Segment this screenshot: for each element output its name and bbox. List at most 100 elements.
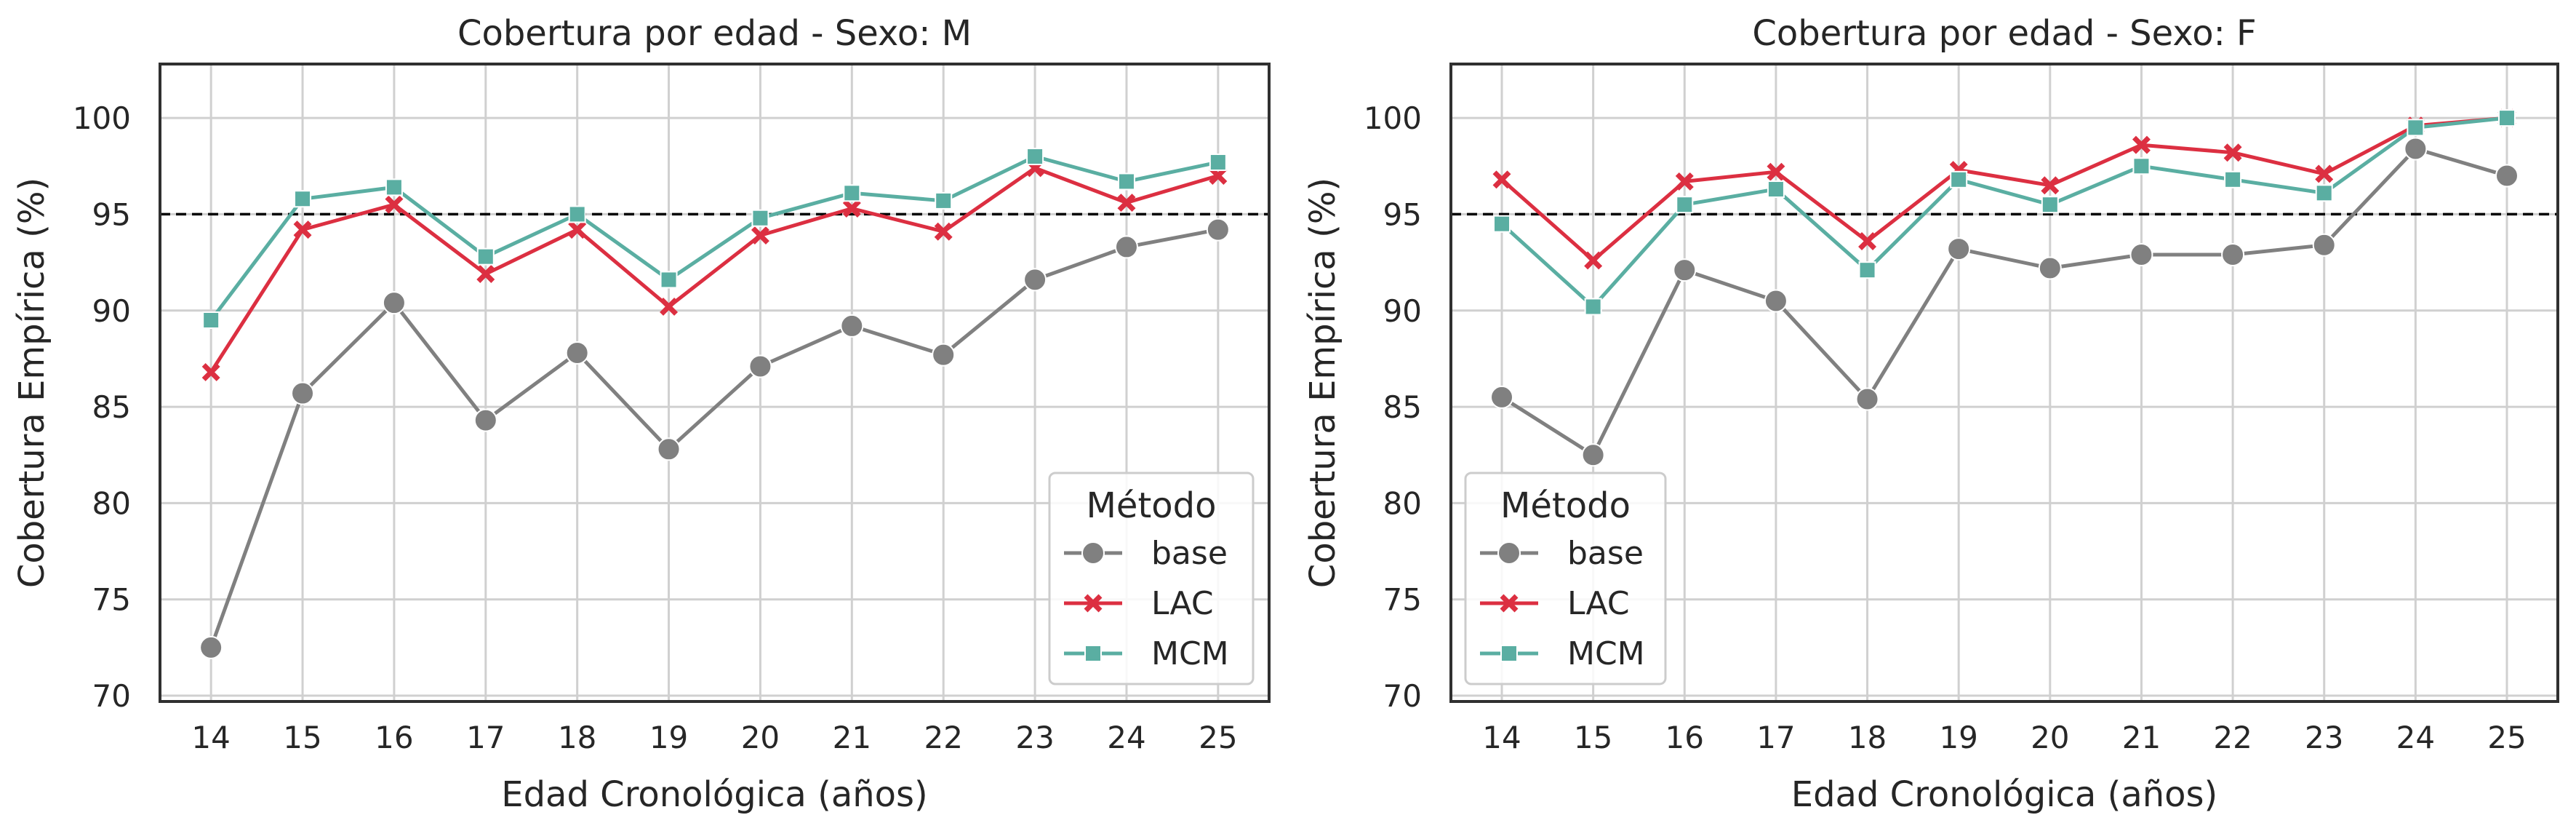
data-point-mcm: [660, 271, 678, 289]
x-tick-label: 20: [2031, 720, 2069, 755]
legend-label: MCM: [1567, 635, 1645, 672]
x-tick-label: 14: [191, 720, 230, 755]
data-point-mcm: [2224, 170, 2242, 188]
chart-title: Cobertura por edad - Sexo: F: [1752, 13, 2256, 54]
data-point-base: [1855, 387, 1879, 411]
data-point-base: [565, 341, 589, 365]
legend: Método base LAC MCM: [1048, 472, 1255, 685]
data-point-lac: [1858, 232, 1877, 250]
legend-item-base: base: [1064, 535, 1228, 572]
x-tick-label: 14: [1482, 720, 1521, 755]
x-tick-label: 20: [741, 720, 780, 755]
legend-item-mcm: MCM: [1064, 635, 1229, 672]
legend-item-base: base: [1480, 535, 1644, 572]
x-axis-label: Edad Cronológica (años): [501, 774, 928, 815]
data-point-base: [840, 314, 864, 338]
data-point-base: [2312, 233, 2336, 257]
data-point-mcm: [2407, 119, 2425, 137]
series-line-mcm: [1500, 116, 2508, 309]
y-tick-label: 100: [73, 100, 131, 136]
data-point-mcm: [294, 190, 312, 208]
y-tick-label: 90: [92, 293, 131, 329]
series-line-base: [1500, 146, 2508, 457]
data-point-base: [1673, 258, 1697, 282]
data-point-lac: [2315, 164, 2334, 183]
x-tick-label: 22: [924, 720, 962, 755]
legend-label: MCM: [1151, 635, 1229, 672]
data-point-lac: [1767, 162, 1785, 181]
x-tick-label: 21: [2122, 720, 2161, 755]
data-point-lac: [293, 220, 312, 239]
y-tick-label: 80: [1383, 485, 1422, 521]
series-line-mcm: [209, 154, 1219, 322]
chart-panel-2: 14 15 16 17 18 19 20 21 22 23 24 25 70 75 80 85 90 95 100 C…: [1303, 13, 2559, 815]
legend-marker: [1081, 541, 1105, 565]
data-point-mcm: [2041, 196, 2059, 214]
legend: Método base LAC MCM: [1464, 472, 1667, 685]
data-point-mcm: [1117, 172, 1135, 191]
legend-label: LAC: [1151, 585, 1214, 622]
data-point-base: [657, 437, 681, 461]
data-point-lac: [1492, 170, 1511, 189]
y-axis-label: Cobertura Empírica (%): [1303, 178, 1343, 588]
y-tick-label: 90: [1383, 293, 1422, 329]
x-tick-label: 15: [283, 720, 321, 755]
y-tick-label: 85: [92, 389, 131, 425]
series-line-lac: [209, 166, 1219, 373]
x-tick-label: 17: [466, 720, 505, 755]
y-tick-label: 80: [92, 485, 131, 521]
y-tick-label: 85: [1383, 389, 1422, 425]
data-point-base: [1490, 385, 1514, 409]
data-point-mcm: [935, 191, 953, 210]
data-point-lac: [2223, 143, 2242, 162]
x-tick-label: 17: [1756, 720, 1795, 755]
x-tick-label: 16: [1665, 720, 1704, 755]
data-point-lac: [842, 199, 861, 218]
x-tick-label: 23: [2305, 720, 2343, 755]
legend-marker: [1084, 645, 1102, 662]
data-point-base: [473, 408, 497, 432]
data-point-base: [2495, 164, 2519, 188]
data-point-base: [2221, 243, 2245, 267]
legend-marker: [1497, 541, 1521, 565]
x-tick-label: 22: [2213, 720, 2252, 755]
data-point-lac: [568, 220, 587, 239]
plot-frame: [159, 63, 1271, 703]
data-point-mcm: [1026, 148, 1044, 166]
data-point-lac: [201, 362, 220, 381]
legend-title: Método: [1500, 485, 1631, 526]
data-point-base: [382, 291, 406, 315]
data-point-mcm: [2132, 157, 2151, 175]
data-point-base: [1764, 289, 1788, 313]
legend-item-lac: LAC: [1064, 585, 1214, 622]
data-point-mcm: [1676, 196, 1694, 214]
chart-title: Cobertura por edad - Sexo: M: [457, 13, 972, 54]
y-tick-label: 70: [1383, 678, 1422, 714]
data-point-lac: [934, 222, 953, 241]
legend-marker: [1084, 594, 1103, 613]
data-point-mcm: [202, 311, 220, 329]
legend-marker: [1500, 594, 1519, 613]
legend-label: base: [1567, 535, 1644, 572]
x-tick-label: 19: [649, 720, 688, 755]
data-point-base: [2404, 137, 2428, 161]
y-tick-label: 70: [92, 678, 131, 714]
data-point-mcm: [1493, 215, 1511, 233]
data-point-base: [1206, 218, 1230, 242]
data-point-mcm: [2315, 184, 2333, 202]
legend-label: base: [1151, 535, 1228, 572]
series-mcm: [202, 148, 1227, 329]
legend-item-mcm: MCM: [1480, 635, 1645, 672]
data-point-base: [1581, 443, 1605, 467]
series-base: [1490, 137, 2519, 467]
x-tick-label: 21: [833, 720, 871, 755]
series-line-base: [209, 228, 1219, 648]
data-point-mcm: [568, 205, 586, 223]
plot-frame: [1449, 63, 2559, 703]
data-point-base: [1023, 268, 1047, 292]
x-tick-label: 25: [2487, 720, 2526, 755]
data-point-mcm: [385, 178, 403, 196]
x-axis-label: Edad Cronológica (años): [1791, 774, 2218, 815]
series-base: [199, 218, 1230, 659]
